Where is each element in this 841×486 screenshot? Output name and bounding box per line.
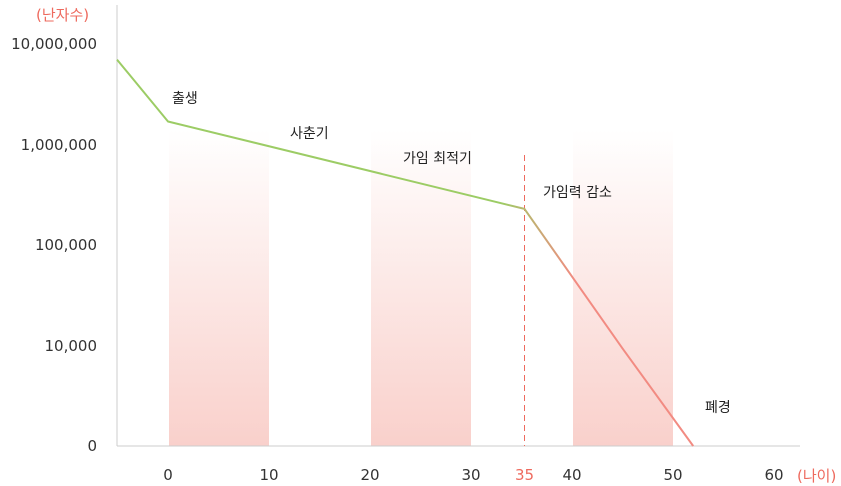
shaded-age-ranges xyxy=(169,130,673,446)
egg-count-series-line xyxy=(116,58,695,447)
x-axis-ticks: 0 10 20 30 35 40 50 60 xyxy=(163,466,783,484)
y-tick-label-1: 10,000 xyxy=(45,337,98,355)
y-axis-label: (난자수) xyxy=(36,6,89,24)
x-tick-label-3: 30 xyxy=(461,466,480,484)
x-tick-label-4: 35 xyxy=(515,466,534,484)
y-tick-label-0: 0 xyxy=(87,437,97,455)
annotation-1: 사춘기 xyxy=(290,126,329,142)
annotation-0: 출생 xyxy=(172,91,198,107)
y-tick-label-4: 10,000,000 xyxy=(11,35,97,53)
annotation-2: 가임 최적기 xyxy=(403,151,472,167)
shaded-range-2 xyxy=(573,130,673,446)
x-tick-label-0: 0 xyxy=(163,466,173,484)
shaded-range-0 xyxy=(169,130,269,446)
y-tick-label-2: 100,000 xyxy=(35,236,97,254)
annotation-3: 가임력 감소 xyxy=(543,185,612,201)
x-tick-label-6: 50 xyxy=(663,466,682,484)
x-tick-label-5: 40 xyxy=(562,466,581,484)
annotation-4: 폐경 xyxy=(705,400,731,416)
y-axis-ticks: 0 10,000 100,000 1,000,000 10,000,000 xyxy=(11,35,97,455)
x-tick-label-1: 10 xyxy=(259,466,278,484)
y-tick-label-3: 1,000,000 xyxy=(21,136,97,154)
x-tick-label-2: 20 xyxy=(360,466,379,484)
x-tick-label-7: 60 xyxy=(764,466,783,484)
x-axis-label: (나이) xyxy=(797,467,836,485)
shaded-range-1 xyxy=(371,130,471,446)
